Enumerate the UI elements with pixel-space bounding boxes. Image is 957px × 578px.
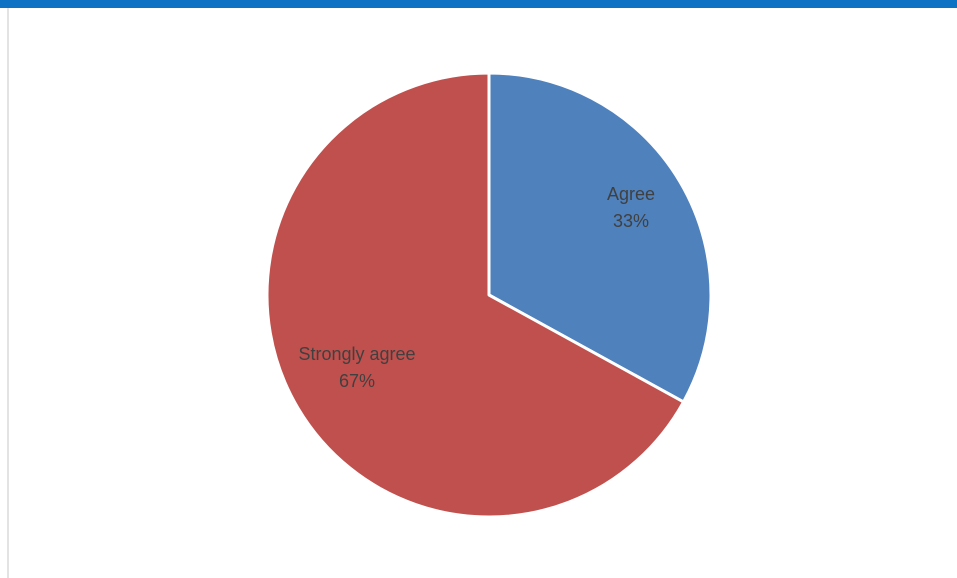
chart-area: Agree 33% Strongly agree 67% <box>9 8 957 578</box>
pie-slice-agree <box>487 71 713 404</box>
pie-chart: Agree 33% Strongly agree 67% <box>265 71 713 519</box>
data-label-agree: Agree 33% <box>607 184 655 231</box>
top-accent-bar <box>0 0 957 8</box>
pie-slice-strongly-agree <box>265 71 686 519</box>
data-label-strongly-agree: Strongly agree 67% <box>298 344 415 391</box>
pie-slices <box>265 71 713 519</box>
left-border <box>7 8 9 578</box>
pie-labels: Agree 33% Strongly agree 67% <box>298 184 655 391</box>
